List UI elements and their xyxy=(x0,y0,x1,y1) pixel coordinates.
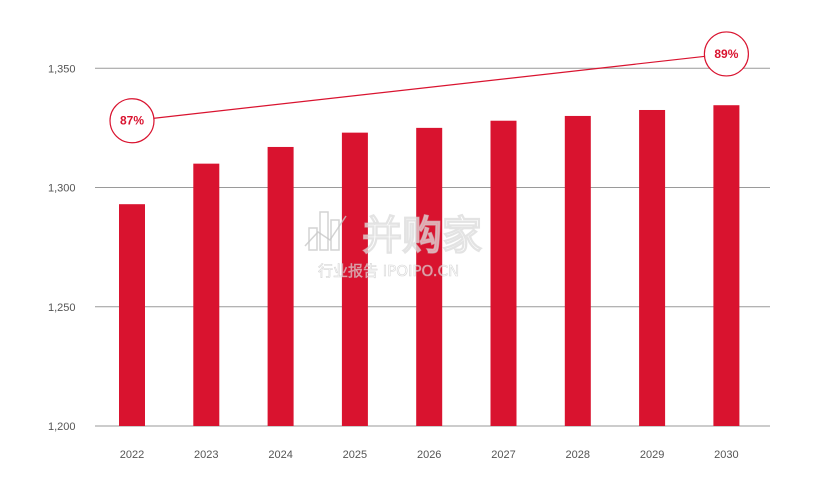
trend-line xyxy=(131,53,727,122)
annotation-label: 89% xyxy=(714,47,738,61)
x-tick-label: 2024 xyxy=(268,449,292,461)
y-axis-ticks: 1,200 1,250 1,300 1,350 xyxy=(48,63,76,433)
bar xyxy=(639,109,666,427)
bar xyxy=(416,127,443,426)
x-tick-label: 2022 xyxy=(120,449,144,461)
y-tick-label: 1,200 xyxy=(48,421,76,433)
bar xyxy=(490,120,517,426)
y-tick-label: 1,350 xyxy=(48,63,76,75)
watermark-brand: 并购家 xyxy=(362,213,482,259)
x-tick-label: 2029 xyxy=(640,449,664,461)
x-tick-label: 2027 xyxy=(491,449,515,461)
watermark: 并购家 行业报告 IPOIPO.CN xyxy=(304,211,483,280)
bar xyxy=(713,105,740,426)
x-tick-label: 2025 xyxy=(343,449,367,461)
x-axis-ticks: 2022 2023 2024 2025 2026 2027 2028 2029 2030 xyxy=(120,449,739,461)
x-tick-label: 2028 xyxy=(566,449,590,461)
bar xyxy=(341,132,368,426)
y-tick-label: 1,300 xyxy=(48,183,76,195)
x-tick-label: 2030 xyxy=(714,449,738,461)
watermark-subtitle: 行业报告 IPOIPO.CN xyxy=(318,262,459,280)
bar xyxy=(119,204,145,426)
bar xyxy=(267,146,294,426)
bar xyxy=(193,163,220,426)
watermark-logo-icon xyxy=(304,211,347,251)
annotation-circle xyxy=(703,31,750,77)
bar xyxy=(564,115,591,426)
x-tick-label: 2023 xyxy=(194,449,218,461)
x-tick-label: 2026 xyxy=(417,449,441,461)
annotation-circle xyxy=(109,98,155,144)
bars xyxy=(119,105,740,427)
y-tick-label: 1,250 xyxy=(48,302,76,314)
annotation-label: 87% xyxy=(120,114,144,128)
trend-annotation: 87% 89% xyxy=(109,31,750,144)
